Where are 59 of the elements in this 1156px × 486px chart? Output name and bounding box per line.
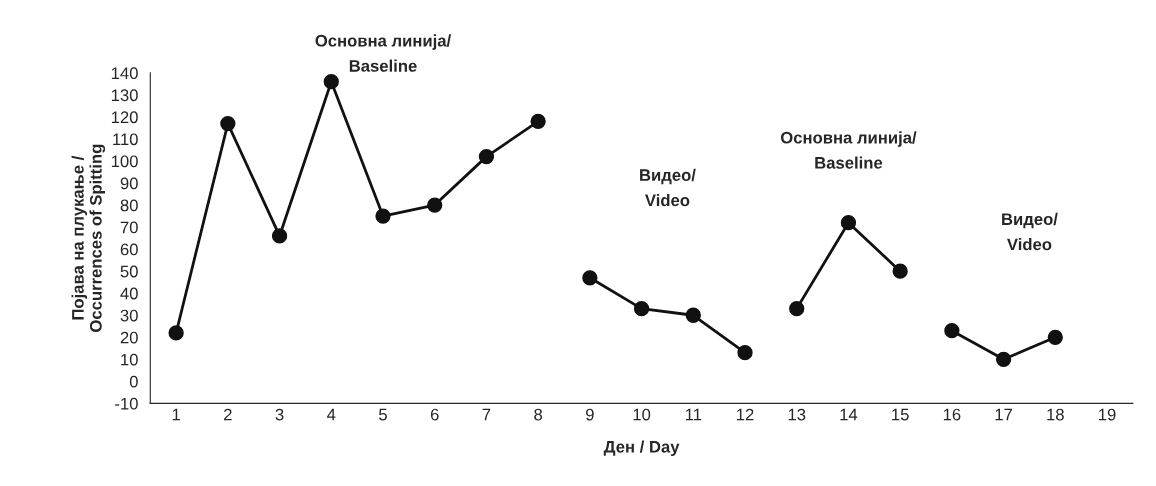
y-axis-title: Појава на плукање / Occurrences of Spitting [71,144,106,332]
x-tick-label: 3 [275,408,284,421]
y-tick-label: 60 [120,243,138,256]
point [633,301,650,317]
y-tick-label: 0 [129,375,138,388]
point [944,323,960,339]
x-tick-label: 6 [430,408,439,421]
point [892,263,908,279]
y-tick-label: 70 [120,221,138,234]
annotation: Видео/ Video [1002,212,1058,251]
y-tick-label: 140 [111,67,138,80]
y-tick-label: 50 [120,265,138,278]
point [685,307,701,323]
point [323,74,339,90]
x-tick-label: 9 [586,408,594,421]
y-tick-label: 110 [113,133,138,146]
point [427,197,443,213]
point [478,148,495,165]
x-axis-title: Ден / Day [603,440,680,456]
x-tick-label: 7 [482,408,491,421]
text: Основна линија/ Baseline [315,34,452,72]
point [168,325,184,341]
x-tick-label: 18 [1047,408,1064,421]
y-tick-label: 10 [121,353,138,366]
x-tick-label: 17 [995,408,1013,421]
x-tick-label: 13 [788,408,806,421]
point [582,270,598,286]
y-tick-label: 80 [120,199,138,212]
x-tick-label: 8 [534,408,543,421]
x-tick-label: 4 [327,408,336,421]
annotation: Видео/ Video [640,168,696,207]
y-tick-label: 130 [111,89,138,102]
y-tick-label: 100 [111,155,138,168]
point [1047,329,1063,345]
point [530,113,546,130]
x-tick-label: 19 [1099,408,1116,421]
point [737,345,753,361]
x-tick-label: 14 [840,408,858,421]
point [840,215,857,231]
point [375,208,391,224]
x-tick-label: 11 [685,408,702,421]
y-tick-label: 90 [120,177,138,190]
y-tick-label: 30 [120,309,138,322]
y-tick-label: 40 [120,287,138,300]
x-tick-label: 5 [379,408,387,421]
x-tick-label: 16 [943,408,961,421]
y-tick-label: 120 [111,111,138,124]
point [220,115,236,132]
x-tick-label: 1 [172,408,180,421]
x-tick-label: 15 [892,408,909,421]
annotation: Основна линија/ Baseline [780,131,917,169]
x-tick-label: 2 [224,408,232,421]
point [271,228,288,244]
y-tick-label: -10 [115,397,138,410]
point [995,351,1012,367]
x-tick-label: 10 [633,408,651,421]
y-tick-label: 20 [120,331,138,344]
point [789,301,805,317]
x-tick-label: 12 [737,408,754,421]
